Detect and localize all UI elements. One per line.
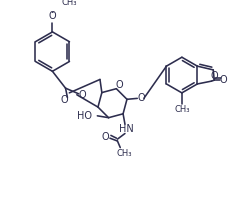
Text: O: O	[210, 72, 218, 81]
Text: CH₃: CH₃	[174, 105, 190, 114]
Text: O: O	[61, 95, 68, 105]
Text: O: O	[137, 93, 145, 103]
Text: CH₃: CH₃	[116, 149, 132, 158]
Text: O: O	[101, 132, 109, 142]
Text: HO: HO	[77, 111, 92, 121]
Text: O: O	[79, 90, 86, 100]
Text: CH₃: CH₃	[62, 0, 77, 7]
Text: O: O	[49, 11, 56, 21]
Text: O: O	[115, 80, 123, 90]
Text: HN: HN	[120, 124, 134, 134]
Text: O: O	[220, 75, 227, 85]
